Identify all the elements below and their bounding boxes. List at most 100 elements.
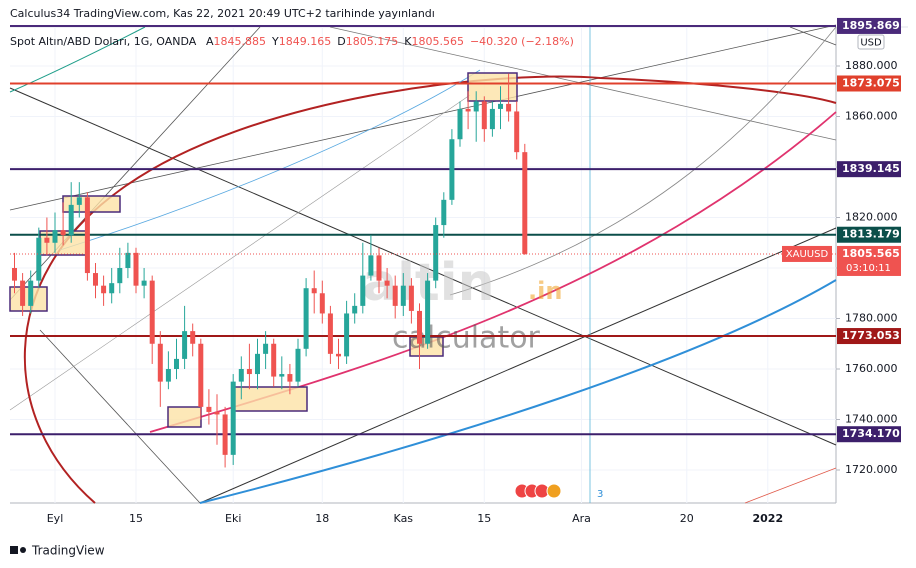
x-tick-label: 2022 [752, 512, 783, 525]
candle-body [279, 374, 285, 377]
candle-body [344, 313, 350, 357]
level-label-box [837, 328, 901, 345]
change-value: −40.320 (−2.18%) [470, 35, 574, 48]
candle-body [311, 288, 317, 294]
candle-body [133, 252, 139, 286]
currency-badge[interactable] [857, 34, 885, 50]
candle-body [417, 310, 422, 344]
candle-body [206, 406, 212, 412]
level-label-box [837, 17, 901, 34]
level-label-box [837, 75, 901, 92]
level-label: 1895.869 [842, 19, 900, 32]
event-icon [546, 483, 562, 499]
level-label-box [837, 161, 901, 178]
trend-line [744, 467, 837, 504]
candle-body [506, 103, 512, 112]
y-tick-label: 1780.000 [845, 312, 898, 325]
candle-body [303, 288, 309, 349]
level-label: 1773.053 [842, 329, 900, 342]
candle-body [68, 204, 74, 236]
y-tick-label: 1720.000 [845, 463, 898, 476]
candle-body [522, 152, 528, 254]
logo-mark [20, 547, 26, 553]
zone-box [467, 72, 518, 102]
candle-body [473, 101, 479, 112]
trend-line [9, 94, 471, 411]
candle-body [190, 331, 196, 344]
candle-body [28, 280, 34, 306]
ohlc-legend: A1845.885 Y1849.165 D1805.175 K1805.565 −40.… [206, 35, 574, 48]
x-tick-label: Kas [394, 512, 414, 525]
symbol-title: Spot Altın/ABD Doları, 1G, OANDA [10, 35, 197, 48]
candle-body [101, 285, 107, 294]
level-label: 1873.075 [842, 76, 900, 89]
candle-body [352, 305, 358, 314]
candle-body [319, 293, 325, 314]
candle-body [182, 331, 188, 359]
candle-body [109, 283, 115, 294]
x-tick-label: 15 [477, 512, 491, 525]
y-tick-label: 1860.000 [845, 110, 898, 123]
candle-body [76, 197, 82, 205]
footer-brand: TradingView [31, 544, 105, 558]
x-tick-label: Eki [225, 512, 241, 525]
drawings [9, 24, 837, 504]
y-tick-label: 1760.000 [845, 362, 898, 375]
candle-body [117, 268, 123, 284]
symbol-tag [782, 245, 832, 262]
candle-body [295, 348, 301, 382]
ohlc-prefix: K [404, 35, 412, 48]
zone-box [167, 406, 202, 428]
trend-line [39, 329, 201, 504]
candle-body [214, 411, 220, 415]
level-label: 1734.170 [842, 427, 900, 440]
x-tick-label: Ara [572, 512, 591, 525]
marker-text: 3 [597, 489, 603, 500]
candle-body [433, 225, 439, 281]
trend-line [9, 87, 837, 446]
candle-body [12, 268, 17, 281]
y-tick-label: 1740.000 [845, 413, 898, 426]
curve [449, 26, 837, 296]
candle-body [441, 199, 447, 226]
candle-body [255, 353, 260, 375]
candle-body [165, 369, 171, 382]
candle-body [392, 285, 398, 306]
candle-body [384, 280, 390, 286]
candle-body [84, 197, 90, 274]
candle-body [246, 369, 252, 375]
candle-body [336, 353, 341, 357]
candle-body [271, 343, 277, 377]
watermark-text: calculator [392, 321, 541, 356]
candle-body [263, 343, 269, 354]
ellipse-arc [23, 75, 837, 504]
trend-line [789, 26, 837, 46]
ohlc-value: 1805.565 [411, 35, 464, 48]
level-label: 1839.145 [842, 162, 900, 175]
curve [59, 69, 481, 251]
last-price-label: 1805.565 [842, 247, 900, 260]
candle-body [360, 275, 366, 306]
candle-body [141, 280, 147, 286]
watermark-text: .in [528, 277, 562, 305]
candle-body [449, 139, 455, 200]
ohlc-prefix: D [337, 35, 345, 48]
logo-mark [10, 546, 18, 554]
candle-body [125, 252, 131, 269]
ohlc-prefix: Y [271, 35, 279, 48]
candle-body [425, 280, 431, 344]
last-price-box [837, 245, 901, 276]
candle-body [457, 108, 463, 140]
ohlc-prefix: A [206, 35, 214, 48]
candle-body [222, 414, 228, 455]
x-tick-label: 18 [315, 512, 329, 525]
symbol-tag-label: XAUUSD [786, 249, 829, 260]
candle-body [157, 343, 163, 382]
x-tick-label: Eyl [47, 512, 64, 525]
trend-line [9, 24, 837, 211]
candle-body [93, 273, 98, 286]
candle-body [52, 230, 58, 243]
candle-body [327, 313, 333, 354]
candle-body [465, 108, 471, 112]
trend-line [199, 227, 837, 504]
